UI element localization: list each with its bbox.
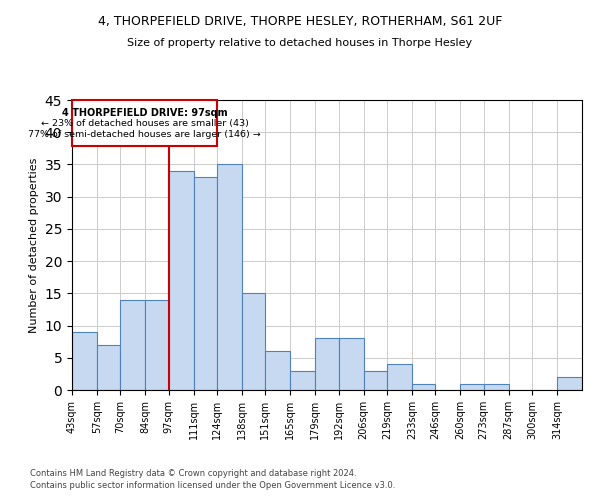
Text: Contains HM Land Registry data © Crown copyright and database right 2024.: Contains HM Land Registry data © Crown c…: [30, 468, 356, 477]
Bar: [242, 294, 265, 390]
Bar: [484, 384, 509, 390]
Text: 77% of semi-detached houses are larger (146) →: 77% of semi-detached houses are larger (…: [28, 130, 261, 138]
Bar: [121, 300, 145, 390]
Bar: [387, 364, 412, 390]
Bar: [72, 100, 217, 146]
Bar: [338, 338, 364, 390]
Text: Size of property relative to detached houses in Thorpe Hesley: Size of property relative to detached ho…: [127, 38, 473, 48]
Bar: [169, 171, 194, 390]
Text: 4 THORPEFIELD DRIVE: 97sqm: 4 THORPEFIELD DRIVE: 97sqm: [62, 108, 227, 118]
Bar: [557, 377, 582, 390]
Bar: [97, 345, 121, 390]
Y-axis label: Number of detached properties: Number of detached properties: [29, 158, 39, 332]
Bar: [145, 300, 169, 390]
Bar: [290, 370, 316, 390]
Bar: [194, 178, 217, 390]
Bar: [364, 370, 387, 390]
Text: Contains public sector information licensed under the Open Government Licence v3: Contains public sector information licen…: [30, 481, 395, 490]
Bar: [460, 384, 484, 390]
Bar: [72, 332, 97, 390]
Bar: [217, 164, 242, 390]
Bar: [316, 338, 338, 390]
Bar: [412, 384, 435, 390]
Text: ← 23% of detached houses are smaller (43): ← 23% of detached houses are smaller (43…: [41, 118, 248, 128]
Bar: [265, 352, 290, 390]
Text: 4, THORPEFIELD DRIVE, THORPE HESLEY, ROTHERHAM, S61 2UF: 4, THORPEFIELD DRIVE, THORPE HESLEY, ROT…: [98, 15, 502, 28]
